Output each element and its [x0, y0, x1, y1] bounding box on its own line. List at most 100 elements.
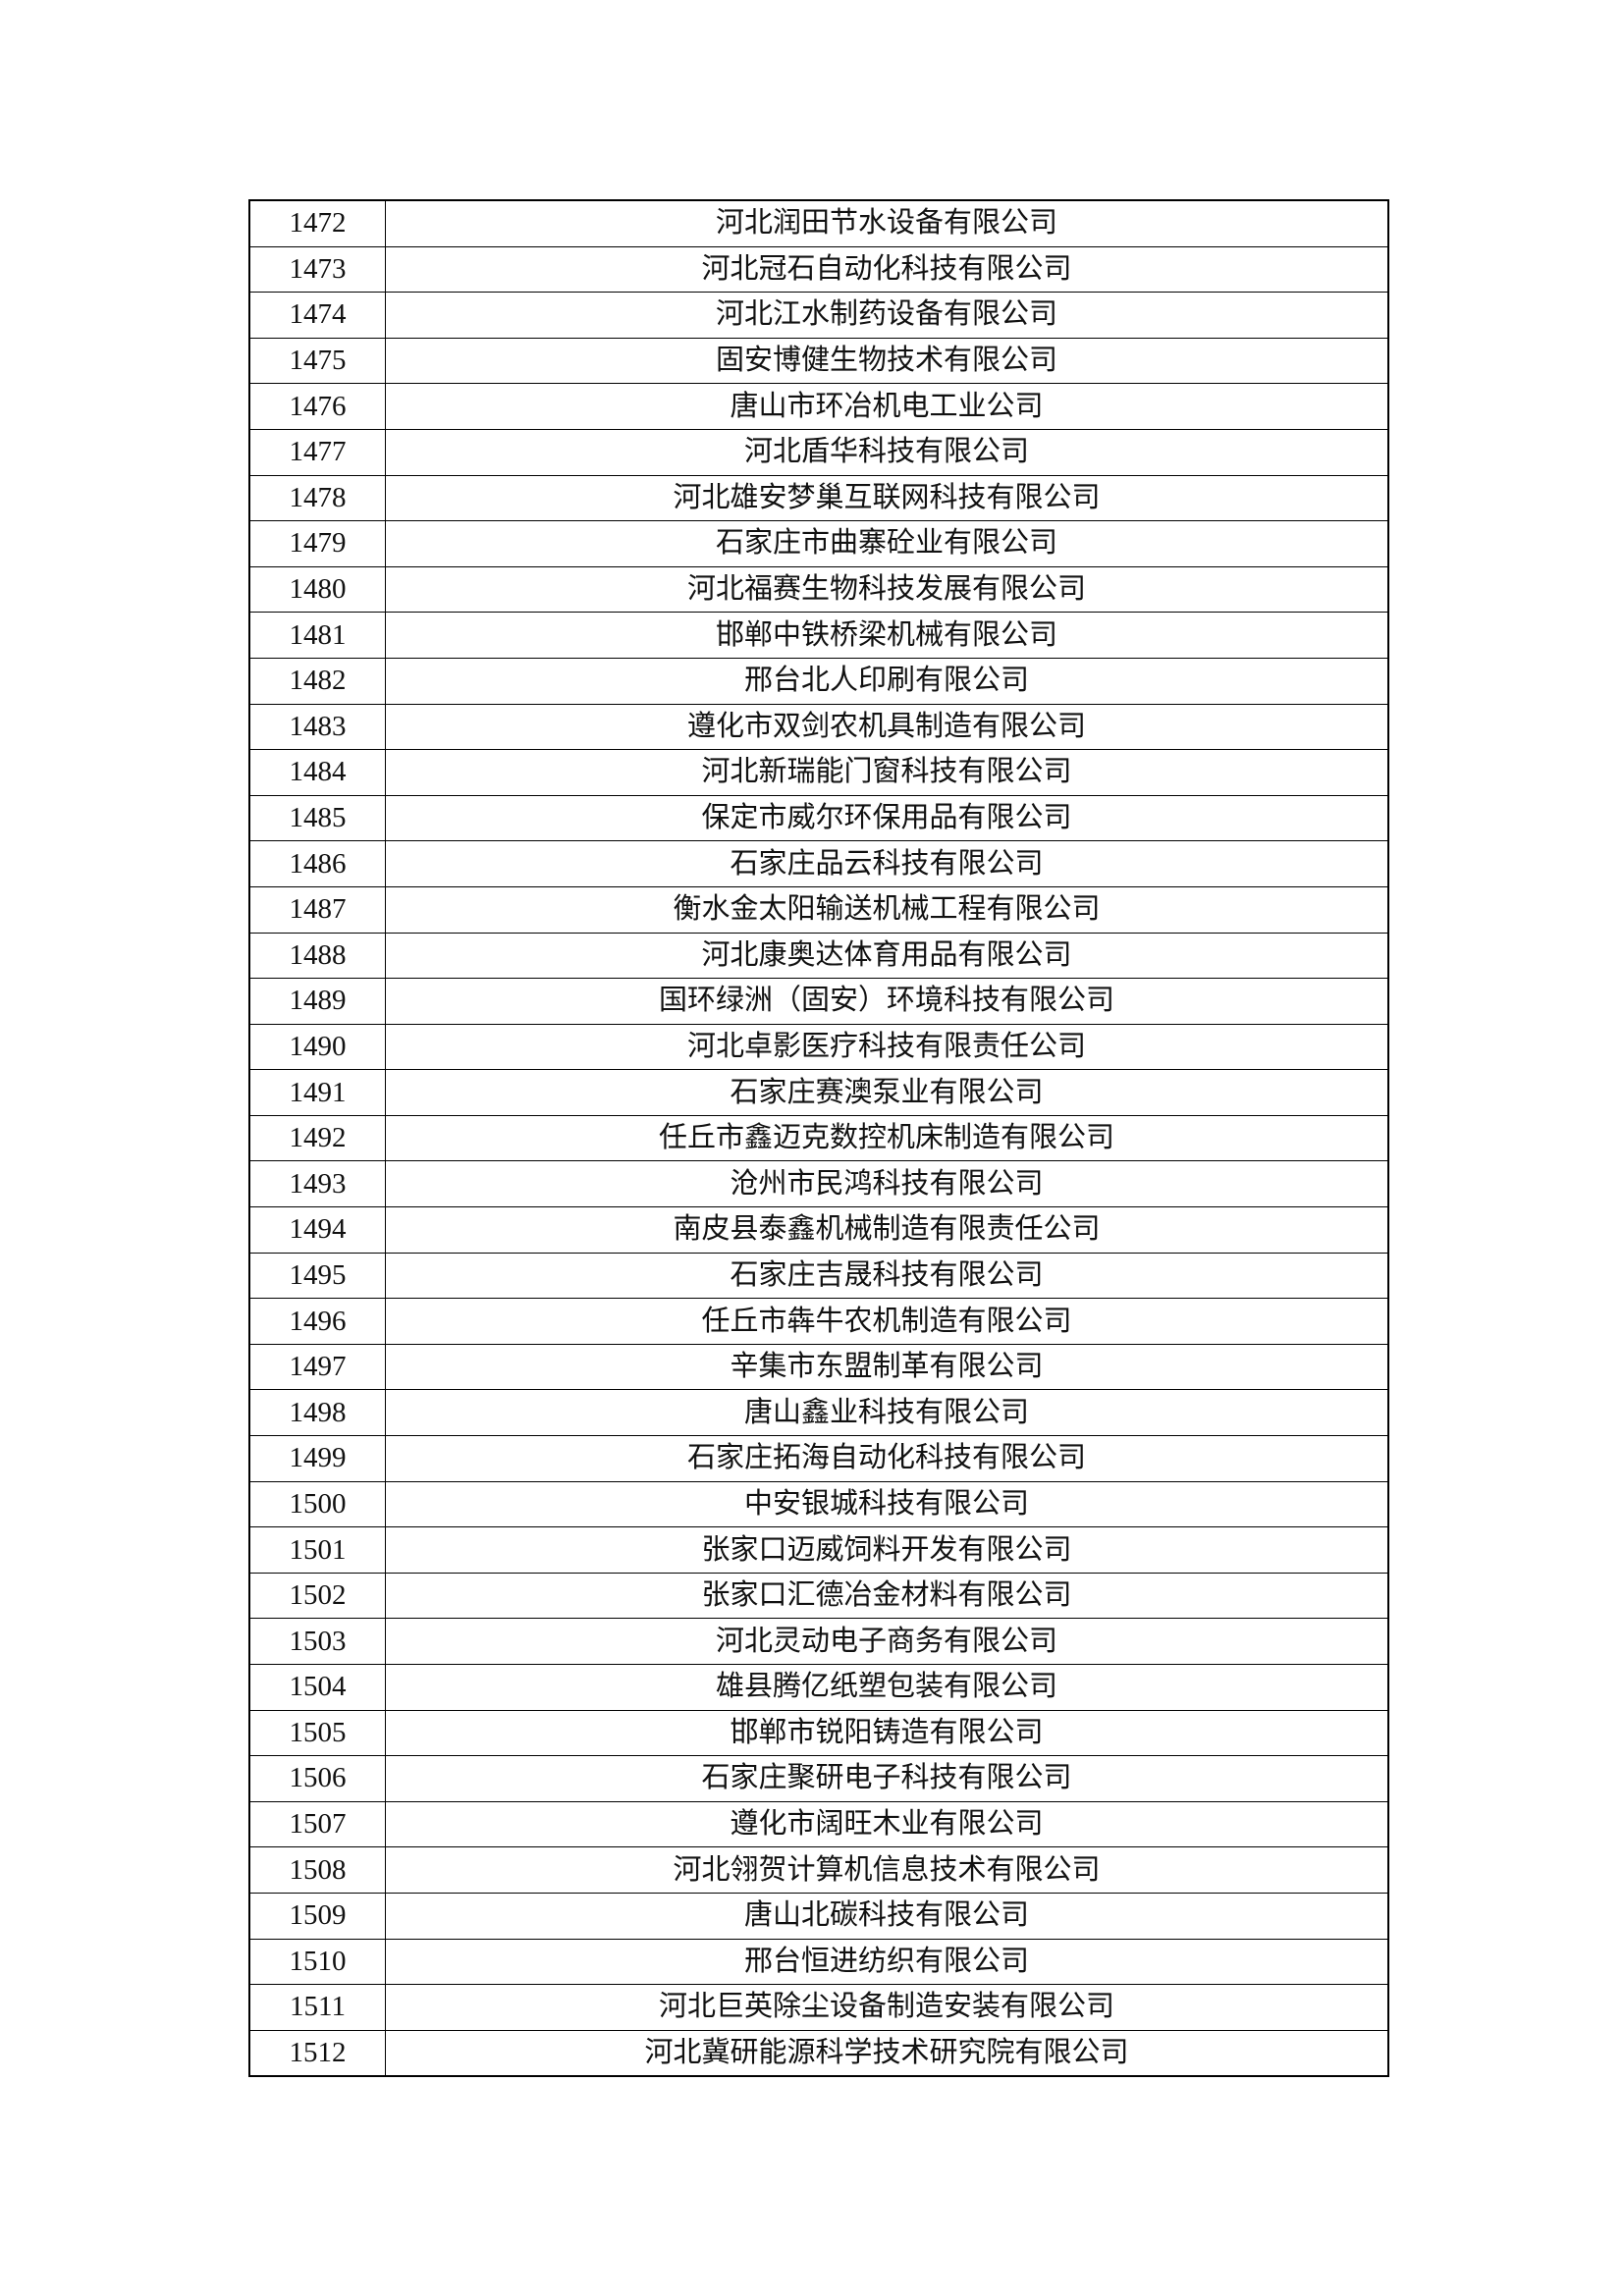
company-name: 河北卓影医疗科技有限责任公司 — [385, 1023, 1389, 1071]
company-name: 任丘市犇牛农机制造有限公司 — [385, 1298, 1389, 1345]
company-name: 唐山市环冶机电工业公司 — [385, 383, 1389, 430]
row-number: 1483 — [248, 703, 386, 751]
table-row: 1496 任丘市犇牛农机制造有限公司 — [248, 1298, 1389, 1345]
row-number: 1474 — [248, 292, 386, 339]
company-name: 任丘市鑫迈克数控机床制造有限公司 — [385, 1114, 1389, 1162]
table-row: 1503 河北灵动电子商务有限公司 — [248, 1618, 1389, 1665]
row-number: 1500 — [248, 1480, 386, 1528]
row-number: 1484 — [248, 749, 386, 796]
row-number: 1493 — [248, 1160, 386, 1208]
company-name: 河北盾华科技有限公司 — [385, 428, 1389, 476]
table-row: 1493 沧州市民鸿科技有限公司 — [248, 1160, 1389, 1208]
table-row: 1498 唐山鑫业科技有限公司 — [248, 1389, 1389, 1437]
company-name: 河北福赛生物科技发展有限公司 — [385, 565, 1389, 614]
row-number: 1486 — [248, 840, 386, 887]
table-row: 1497 辛集市东盟制革有限公司 — [248, 1343, 1389, 1391]
table-row: 1506 石家庄聚研电子科技有限公司 — [248, 1755, 1389, 1802]
row-number: 1504 — [248, 1664, 386, 1711]
company-name: 衡水金太阳输送机械工程有限公司 — [385, 885, 1389, 934]
company-name: 邢台恒进纺织有限公司 — [385, 1938, 1389, 1986]
table-row: 1512 河北冀研能源科学技术研究院有限公司 — [248, 2029, 1389, 2077]
row-number: 1509 — [248, 1892, 386, 1940]
company-name: 石家庄聚研电子科技有限公司 — [385, 1755, 1389, 1802]
company-name: 石家庄吉晟科技有限公司 — [385, 1252, 1389, 1300]
row-number: 1497 — [248, 1343, 386, 1391]
company-name: 固安博健生物技术有限公司 — [385, 337, 1389, 385]
table-row: 1499 石家庄拓海自动化科技有限公司 — [248, 1435, 1389, 1482]
row-number: 1494 — [248, 1206, 386, 1254]
company-name: 雄县腾亿纸塑包装有限公司 — [385, 1664, 1389, 1711]
row-number: 1482 — [248, 657, 386, 705]
table-row: 1478 河北雄安梦巢互联网科技有限公司 — [248, 474, 1389, 522]
company-name: 张家口迈威饲料开发有限公司 — [385, 1526, 1389, 1574]
table-row: 1485 保定市威尔环保用品有限公司 — [248, 794, 1389, 842]
company-name: 沧州市民鸿科技有限公司 — [385, 1160, 1389, 1208]
row-number: 1496 — [248, 1298, 386, 1345]
table-row: 1502 张家口汇德冶金材料有限公司 — [248, 1572, 1389, 1620]
company-name: 邯郸市锐阳铸造有限公司 — [385, 1709, 1389, 1757]
row-number: 1510 — [248, 1938, 386, 1986]
table-row: 1501 张家口迈威饲料开发有限公司 — [248, 1526, 1389, 1574]
table-row: 1481 邯郸中铁桥梁机械有限公司 — [248, 612, 1389, 659]
table-row: 1482 邢台北人印刷有限公司 — [248, 657, 1389, 705]
company-name: 河北康奥达体育用品有限公司 — [385, 932, 1389, 980]
row-number: 1499 — [248, 1435, 386, 1482]
table-row: 1477 河北盾华科技有限公司 — [248, 428, 1389, 476]
table-row: 1495 石家庄吉晟科技有限公司 — [248, 1252, 1389, 1300]
company-name: 邯郸中铁桥梁机械有限公司 — [385, 612, 1389, 659]
company-name: 河北翎贺计算机信息技术有限公司 — [385, 1846, 1389, 1894]
table-row: 1507 遵化市阔旺木业有限公司 — [248, 1800, 1389, 1848]
table-row: 1479 石家庄市曲寨砼业有限公司 — [248, 520, 1389, 567]
company-name: 张家口汇德冶金材料有限公司 — [385, 1572, 1389, 1620]
row-number: 1489 — [248, 978, 386, 1025]
row-number: 1503 — [248, 1618, 386, 1665]
company-name: 邢台北人印刷有限公司 — [385, 657, 1389, 705]
row-number: 1485 — [248, 794, 386, 842]
company-list-table: 1472 河北润田节水设备有限公司 1473 河北冠石自动化科技有限公司 1474 河北江… — [248, 199, 1389, 2078]
table-row: 1480 河北福赛生物科技发展有限公司 — [248, 565, 1389, 614]
row-number: 1512 — [248, 2029, 386, 2077]
table-row: 1473 河北冠石自动化科技有限公司 — [248, 245, 1389, 294]
row-number: 1488 — [248, 932, 386, 980]
table-row: 1472 河北润田节水设备有限公司 — [248, 199, 1389, 247]
row-number: 1472 — [248, 199, 386, 247]
row-number: 1508 — [248, 1846, 386, 1894]
row-number: 1498 — [248, 1389, 386, 1437]
table-row: 1476 唐山市环冶机电工业公司 — [248, 383, 1389, 430]
row-number: 1506 — [248, 1755, 386, 1802]
row-number: 1502 — [248, 1572, 386, 1620]
row-number: 1495 — [248, 1252, 386, 1300]
company-name: 石家庄拓海自动化科技有限公司 — [385, 1435, 1389, 1482]
row-number: 1475 — [248, 337, 386, 385]
company-name: 辛集市东盟制革有限公司 — [385, 1343, 1389, 1391]
table-row: 1504 雄县腾亿纸塑包装有限公司 — [248, 1664, 1389, 1711]
company-name: 河北冠石自动化科技有限公司 — [385, 245, 1389, 294]
row-number: 1476 — [248, 383, 386, 430]
company-name: 河北巨英除尘设备制造安装有限公司 — [385, 1984, 1389, 2031]
table-row: 1491 石家庄赛澳泵业有限公司 — [248, 1069, 1389, 1116]
table-row: 1475 固安博健生物技术有限公司 — [248, 337, 1389, 385]
table-row: 1483 遵化市双剑农机具制造有限公司 — [248, 703, 1389, 751]
company-name: 保定市威尔环保用品有限公司 — [385, 794, 1389, 842]
company-name: 河北雄安梦巢互联网科技有限公司 — [385, 474, 1389, 522]
company-name: 遵化市双剑农机具制造有限公司 — [385, 703, 1389, 751]
row-number: 1492 — [248, 1114, 386, 1162]
row-number: 1481 — [248, 612, 386, 659]
table-row: 1489 国环绿洲（固安）环境科技有限公司 — [248, 978, 1389, 1025]
row-number: 1501 — [248, 1526, 386, 1574]
row-number: 1507 — [248, 1800, 386, 1848]
company-name: 河北润田节水设备有限公司 — [385, 199, 1389, 247]
company-name: 南皮县泰鑫机械制造有限责任公司 — [385, 1206, 1389, 1254]
row-number: 1473 — [248, 245, 386, 294]
row-number: 1480 — [248, 565, 386, 614]
table-row: 1500 中安银城科技有限公司 — [248, 1480, 1389, 1528]
table-row: 1494 南皮县泰鑫机械制造有限责任公司 — [248, 1206, 1389, 1254]
table-row: 1508 河北翎贺计算机信息技术有限公司 — [248, 1846, 1389, 1894]
company-name: 唐山鑫业科技有限公司 — [385, 1389, 1389, 1437]
row-number: 1491 — [248, 1069, 386, 1116]
company-name: 中安银城科技有限公司 — [385, 1480, 1389, 1528]
row-number: 1479 — [248, 520, 386, 567]
company-name: 国环绿洲（固安）环境科技有限公司 — [385, 978, 1389, 1025]
table-row: 1488 河北康奥达体育用品有限公司 — [248, 932, 1389, 980]
company-name: 河北灵动电子商务有限公司 — [385, 1618, 1389, 1665]
